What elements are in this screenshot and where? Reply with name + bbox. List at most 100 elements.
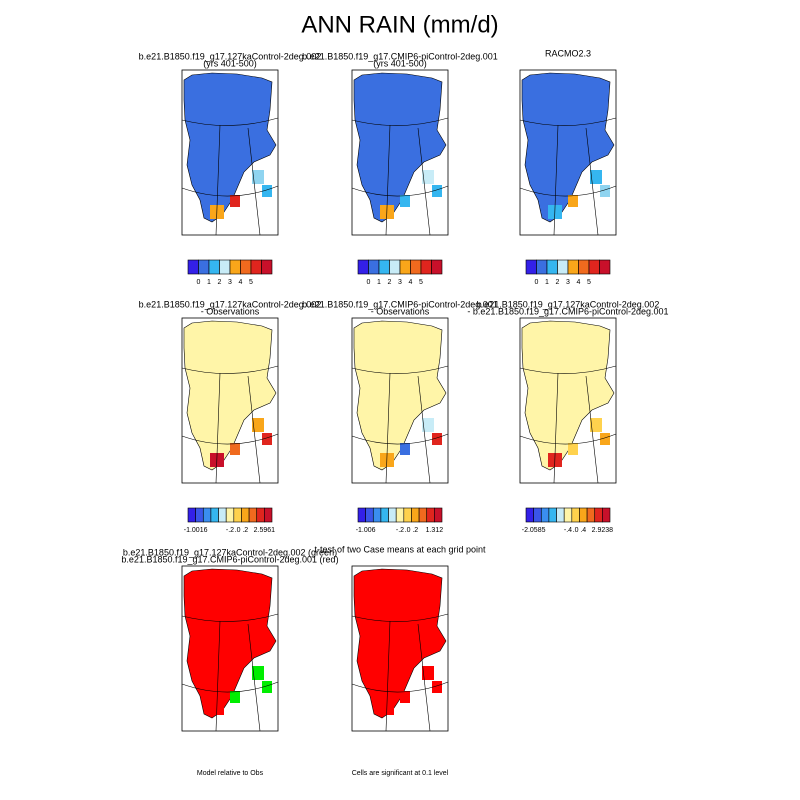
panel-title: (yrs 401-500)	[203, 58, 257, 68]
colorbar-label: .0	[573, 527, 579, 534]
map-cell	[422, 666, 434, 680]
panel-title: - Observations	[371, 306, 430, 316]
colorbar-box	[219, 259, 231, 275]
colorbar-box	[229, 259, 241, 275]
colorbar-box	[567, 259, 579, 275]
map-cell	[262, 433, 272, 445]
map-cell	[230, 443, 240, 455]
colorbar-label: -1.0016	[184, 527, 208, 534]
colorbar-box	[250, 259, 262, 275]
colorbar-box	[594, 507, 603, 523]
colorbar-box	[588, 259, 600, 275]
map-cell	[252, 666, 264, 680]
colorbar-box	[578, 259, 590, 275]
map-cell	[432, 681, 442, 693]
map-cell	[590, 170, 602, 184]
panel-title: - Observations	[201, 306, 260, 316]
colorbar-label: -.2	[226, 527, 234, 534]
colorbar-box	[368, 259, 380, 275]
colorbar-box	[264, 507, 273, 523]
panel-title: b.e21.B1850.f19_g17.127kaControl-2deg.00…	[139, 51, 322, 61]
colorbar-box	[586, 507, 596, 523]
colorbar-label: 2	[388, 279, 392, 286]
graticule	[181, 613, 279, 732]
graticule	[351, 613, 449, 732]
colorbar-box	[208, 259, 220, 275]
colorbar-label: 5	[587, 279, 591, 286]
colorbar-box	[256, 507, 265, 523]
colorbar-box	[241, 507, 250, 523]
panel-title: RACMO2.3	[545, 48, 591, 58]
colorbar-box	[187, 259, 199, 275]
colorbar-label: 3	[228, 279, 232, 286]
map-cell	[400, 691, 410, 703]
map-cell	[600, 433, 610, 445]
colorbar-box	[372, 507, 382, 523]
colorbar-box	[525, 259, 537, 275]
colorbar-label: 4	[239, 279, 243, 286]
colorbar-label: -.4	[564, 527, 572, 534]
page-title: ANN RAIN (mm/d)	[301, 11, 498, 38]
colorbar-box	[411, 507, 420, 523]
colorbar-label: 2.9238	[592, 527, 614, 534]
colorbar-box	[540, 507, 550, 523]
colorbar-box	[557, 259, 569, 275]
map-cell	[568, 443, 578, 455]
colorbar-label: 2.5961	[254, 527, 276, 534]
panel-title: b.e21.B1850.f19_g17.127kaControl-2deg.00…	[123, 547, 337, 557]
graticule	[181, 117, 279, 236]
colorbar-label: 0	[535, 279, 539, 286]
colorbar-box	[548, 507, 557, 523]
map-cell	[422, 170, 434, 184]
colorbar-label: .0	[235, 527, 241, 534]
colorbar-box	[365, 507, 374, 523]
colorbar-box	[420, 259, 432, 275]
colorbar-box	[210, 507, 219, 523]
land	[183, 568, 277, 719]
map	[181, 69, 279, 236]
map-cell	[590, 418, 602, 432]
colorbar-label: 4	[577, 279, 581, 286]
colorbar-box	[195, 507, 204, 523]
colorbar-box	[602, 507, 611, 523]
colorbar-box	[187, 507, 196, 523]
colorbar-box	[395, 507, 405, 523]
colorbar-label: 0	[367, 279, 371, 286]
colorbar-box	[357, 259, 369, 275]
colorbar-box	[599, 259, 611, 275]
land	[353, 320, 447, 471]
colorbar-label: .0	[405, 527, 411, 534]
map	[351, 69, 449, 236]
map-cell	[400, 195, 410, 207]
colorbar-label: 5	[249, 279, 253, 286]
colorbar-label: -1.006	[356, 527, 376, 534]
graticule	[519, 365, 617, 484]
land	[353, 72, 447, 223]
land	[353, 568, 447, 719]
map-cell	[230, 691, 240, 703]
colorbar-label: 5	[419, 279, 423, 286]
panel-title: b.e21.B1850.f19_g17.127kaControl-2deg.00…	[139, 299, 322, 309]
colorbar-box	[248, 507, 258, 523]
colorbar-box	[233, 507, 242, 523]
map	[519, 69, 617, 236]
colorbar-box	[261, 259, 273, 275]
colorbar-box	[563, 507, 573, 523]
panel-title: b.e21.B1850.f19_g17.CMIP6-piControl-2deg…	[302, 299, 498, 309]
colorbar-box	[403, 507, 412, 523]
colorbar-box	[418, 507, 428, 523]
colorbar-label: -2.0585	[522, 527, 546, 534]
colorbar-label: .2	[242, 527, 248, 534]
colorbar-label: 2	[556, 279, 560, 286]
colorbar-box	[388, 507, 397, 523]
colorbar-label: 1.312	[426, 527, 444, 534]
colorbar-label: 1	[377, 279, 381, 286]
panel-note: Cells are significant at 0.1 level	[352, 770, 449, 777]
colorbar-box	[198, 259, 210, 275]
panel-title: b.e21.B1850.f19_g17.127kaControl-2deg.00…	[477, 299, 660, 309]
colorbar-label: 3	[398, 279, 402, 286]
colorbar-box	[434, 507, 443, 523]
map	[519, 317, 617, 484]
colorbar-label: 0	[197, 279, 201, 286]
